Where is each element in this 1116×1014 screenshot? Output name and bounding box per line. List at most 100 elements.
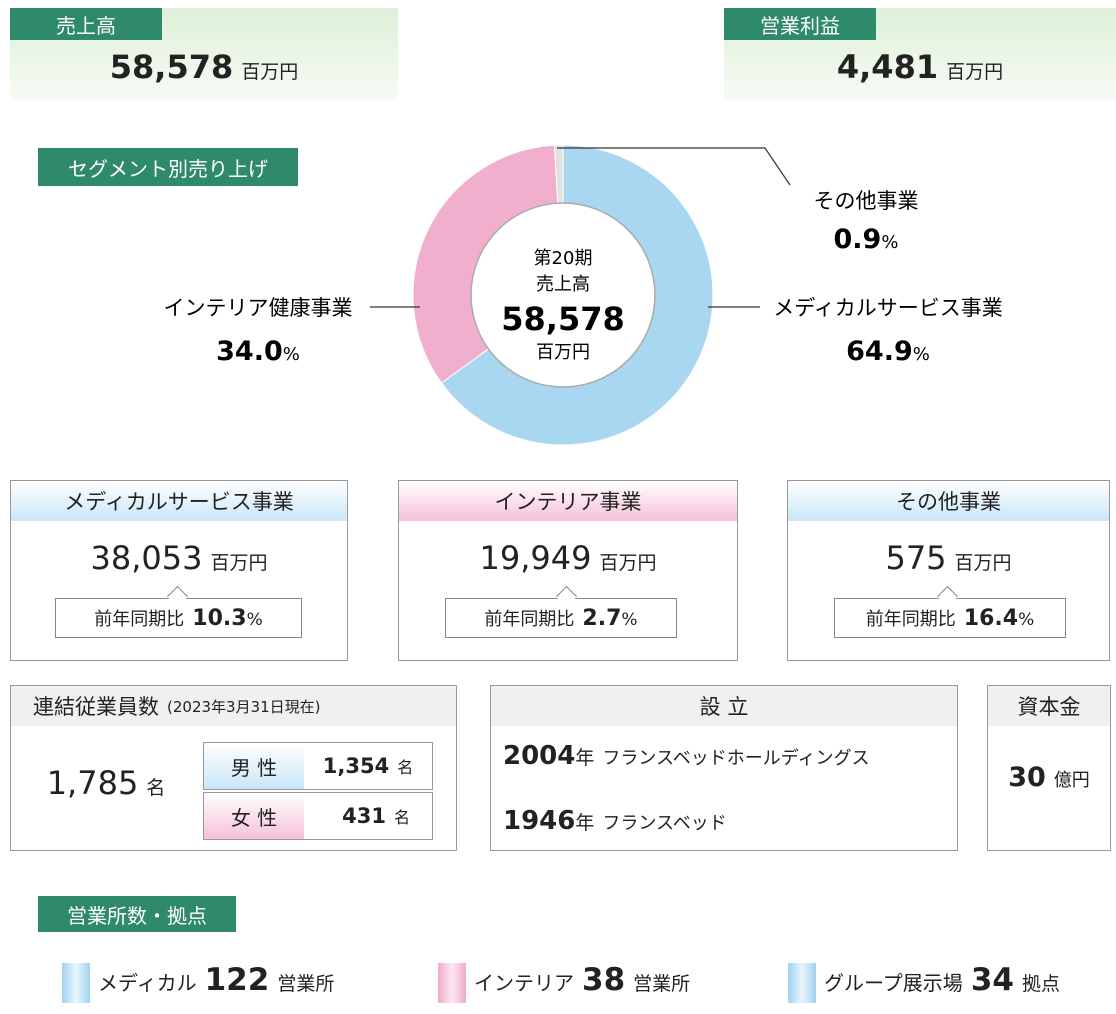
center-text: 百万円 [536, 342, 590, 363]
ratio-value: 10.3 [192, 605, 247, 631]
capital-title: 資本金 [988, 686, 1110, 726]
capital-row: 30 億円 [988, 762, 1110, 793]
profit-label: 営業利益 [724, 8, 876, 40]
percent-label: 64.9% [846, 336, 930, 367]
sales-value: 58,578 [109, 48, 234, 86]
office-value: 34 [970, 962, 1014, 998]
segment-value-row: 38,053 百万円 [11, 539, 347, 577]
employees-header: 連結従業員数 (2023年3月31日現在) [11, 686, 456, 726]
profit-unit: 百万円 [946, 61, 1004, 83]
center-value: 58,578 [501, 300, 624, 338]
sales-label: 売上高 [10, 8, 162, 40]
office-swatch [62, 963, 90, 1003]
segment-unit: 百万円 [599, 552, 657, 574]
office-unit: 営業所 [277, 973, 335, 995]
segment-value: 19,949 [479, 539, 592, 577]
founded-name: フランスベッド [602, 813, 727, 834]
male-unit: 名 [397, 758, 414, 777]
segment-unit: 百万円 [210, 552, 268, 574]
percent-value: 64.9 [846, 336, 913, 367]
compare-label: 前年同期比 [94, 609, 185, 630]
male-row: 男 性 1,354 名 [203, 742, 433, 790]
segment-value-row: 19,949 百万円 [399, 539, 737, 577]
segment-value: 38,053 [90, 539, 203, 577]
founded-year-unit: 年 [575, 812, 595, 834]
sales-value-row: 58,578 百万円 [10, 48, 398, 86]
segment-name: インテリア事業 [399, 481, 737, 521]
office-name: インテリア [474, 971, 574, 995]
compare-box: 前年同期比 16.4% [834, 598, 1066, 638]
percent-unit: % [283, 344, 300, 365]
segment-unit: 百万円 [954, 552, 1012, 574]
ratio-unit: % [246, 609, 263, 630]
center-text: 売上高 [536, 274, 590, 295]
offices-title: 営業所数・拠点 [38, 896, 236, 932]
office-item: インテリア 38 営業所 [474, 962, 690, 998]
compare-label: 前年同期比 [484, 609, 575, 630]
employees-total-row: 1,785 名 [31, 764, 181, 802]
profit-value-row: 4,481 百万円 [724, 48, 1116, 86]
founded-title: 設 立 [491, 686, 957, 726]
male-label: 男 性 [204, 743, 304, 789]
ratio-value: 16.4 [963, 605, 1019, 631]
percent-label: 0.9% [834, 224, 899, 255]
percent-label: 34.0% [216, 336, 300, 367]
compare-ratio: 2.7% [582, 606, 637, 631]
capital-value: 30 [1008, 762, 1046, 793]
female-unit: 名 [393, 808, 410, 827]
capital-box: 資本金 30 億円 [987, 685, 1111, 851]
category-label: メディカルサービス事業 [773, 296, 1003, 320]
capital-unit: 億円 [1053, 770, 1090, 791]
segment-value-row: 575 百万円 [788, 539, 1109, 577]
female-value-row: 431 名 [304, 793, 432, 839]
founded-year-unit: 年 [575, 747, 595, 769]
office-name: グループ展示場 [824, 971, 963, 995]
compare-box: 前年同期比 10.3% [55, 598, 302, 638]
percent-value: 34.0 [216, 336, 283, 367]
chart-title: セグメント別売り上げ [38, 148, 298, 186]
founded-year: 1946 [503, 806, 576, 836]
office-unit: 営業所 [633, 973, 691, 995]
compare-ratio: 16.4% [964, 606, 1034, 631]
female-label: 女 性 [204, 793, 304, 839]
male-value: 1,354 [322, 754, 390, 778]
ratio-unit: % [1018, 609, 1035, 630]
founded-row: 1946 年フランスベッド [503, 806, 727, 836]
office-item: グループ展示場 34 拠点 [824, 962, 1060, 998]
employees-box: 連結従業員数 (2023年3月31日現在) 1,785 名 男 性 1,354 名… [10, 685, 457, 851]
employees-title: 連結従業員数 [33, 695, 159, 719]
sales-unit: 百万円 [241, 61, 299, 83]
founded-year: 2004 [503, 741, 576, 771]
office-swatch [438, 963, 466, 1003]
office-value: 122 [204, 962, 270, 998]
office-item: メディカル 122 営業所 [98, 962, 334, 998]
male-value-row: 1,354 名 [304, 743, 432, 789]
category-label: その他事業 [814, 189, 919, 213]
employees-unit: 名 [146, 777, 166, 799]
compare-ratio: 10.3% [192, 606, 262, 631]
female-value: 431 [342, 804, 386, 828]
office-name: メディカル [98, 971, 197, 995]
office-unit: 拠点 [1021, 973, 1060, 995]
female-row: 女 性 431 名 [203, 792, 433, 840]
ratio-value: 2.7 [582, 605, 622, 631]
segment-name: その他事業 [788, 481, 1109, 521]
ratio-unit: % [621, 609, 638, 630]
center-circle [470, 202, 656, 388]
founded-box: 設 立 2004 年フランスベッドホールディングス 1946 年フランスベッド [490, 685, 958, 851]
segment-value: 575 [885, 539, 947, 577]
segment-name: メディカルサービス事業 [11, 481, 347, 521]
center-text: 第20期 [534, 248, 593, 269]
leader-line [557, 147, 791, 186]
employees-note: (2023年3月31日現在) [167, 697, 321, 716]
compare-label: 前年同期比 [865, 609, 956, 630]
compare-box: 前年同期比 2.7% [445, 598, 677, 638]
founded-name: フランスベッドホールディングス [602, 748, 870, 769]
employees-total: 1,785 [46, 764, 139, 802]
profit-value: 4,481 [836, 48, 939, 86]
percent-unit: % [913, 344, 930, 365]
percent-unit: % [881, 232, 898, 253]
founded-row: 2004 年フランスベッドホールディングス [503, 741, 870, 771]
donut-chart: 第20期 売上高 58,578 百万円 その他事業 0.9% メディカルサービス… [164, 144, 1003, 446]
